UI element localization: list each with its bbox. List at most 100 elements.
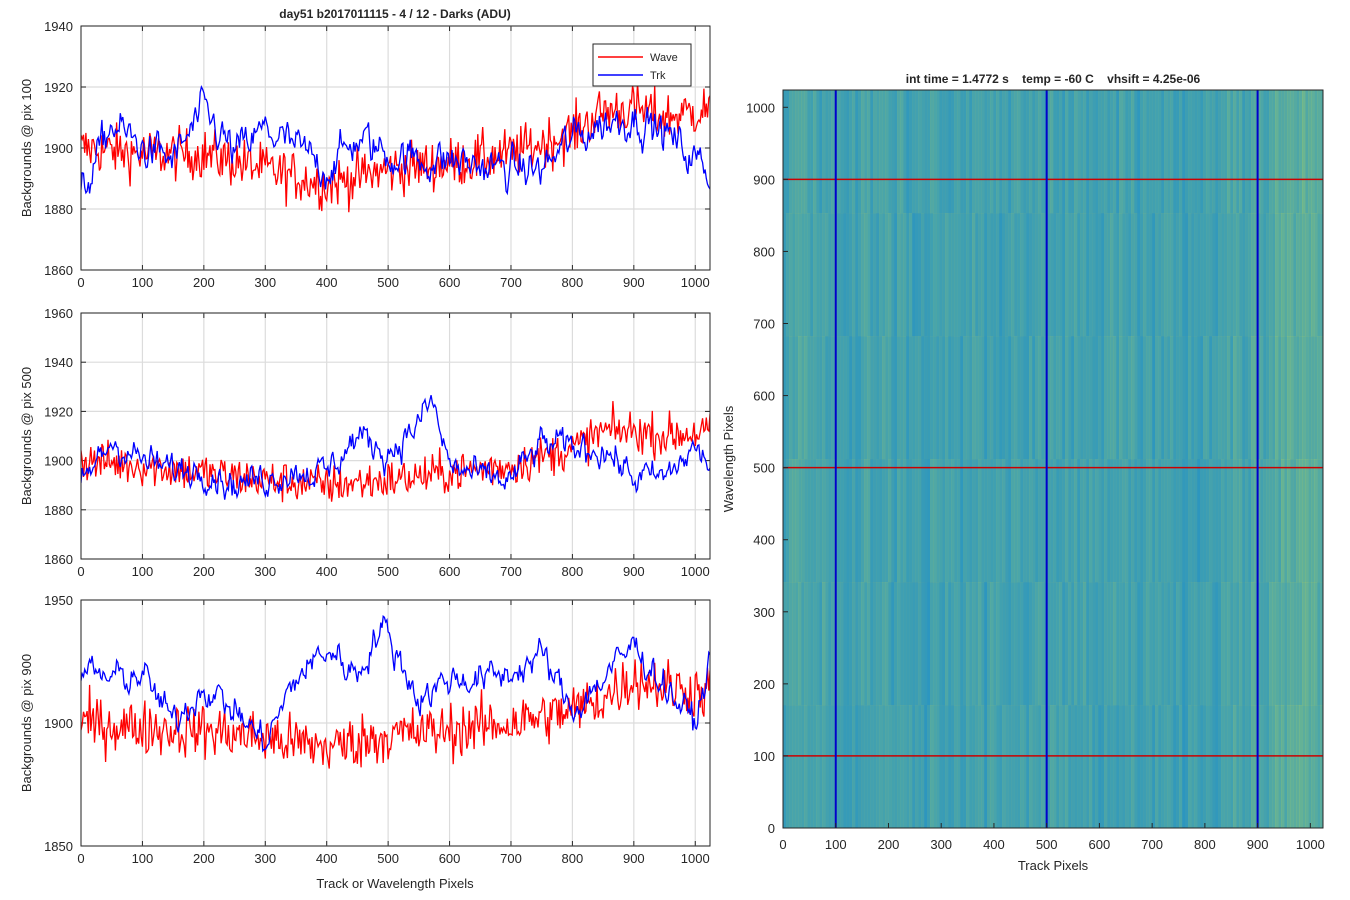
heatmap-cell — [1014, 705, 1018, 829]
heatmap-cell — [798, 705, 802, 829]
heatmap-cell — [1008, 336, 1012, 460]
heatmap-cell — [876, 336, 880, 460]
heatmap-cell — [1074, 336, 1078, 460]
heatmap-cell — [882, 336, 886, 460]
heatmap-cell — [1206, 705, 1210, 829]
heatmap-cell — [1068, 213, 1072, 337]
heatmap-cell — [1170, 90, 1174, 214]
heatmap-y-tick-label: 800 — [753, 244, 775, 259]
heatmap-x-tick-label: 700 — [1141, 837, 1163, 852]
heatmap-cell — [1185, 213, 1189, 337]
heatmap-cell — [984, 459, 988, 583]
heatmap-cell — [807, 213, 811, 337]
heatmap-cell — [1125, 336, 1129, 460]
heatmap-cell — [1212, 336, 1216, 460]
heatmap-cell — [1074, 705, 1078, 829]
heatmap-cell — [870, 336, 874, 460]
heatmap-cell — [918, 213, 922, 337]
heatmap-y-tick-label: 100 — [753, 749, 775, 764]
y-tick-label: 1900 — [44, 716, 73, 731]
heatmap-cell — [831, 336, 835, 460]
heatmap-cell — [1239, 90, 1243, 214]
heatmap-cell — [1161, 336, 1165, 460]
heatmap-cell — [903, 213, 907, 337]
heatmap-cell — [804, 582, 808, 706]
heatmap-x-tick-label: 800 — [1194, 837, 1216, 852]
heatmap-cell — [1248, 90, 1252, 214]
heatmap-cell — [783, 213, 787, 337]
heatmap-cell — [1269, 582, 1273, 706]
heatmap-xtick-labels: 0 100 200 300 400 500 600 700 800 900 1000 — [779, 823, 1325, 852]
heatmap-cell — [843, 582, 847, 706]
heatmap-cell — [1071, 90, 1075, 214]
heatmap-cell — [942, 90, 946, 214]
heatmap-cell — [987, 213, 991, 337]
heatmap-cell — [1137, 459, 1141, 583]
heatmap-cell — [840, 705, 844, 829]
heatmap-cell — [1080, 705, 1084, 829]
heatmap-cell — [1062, 459, 1066, 583]
heatmap-cell — [1143, 213, 1147, 337]
heatmap-cell — [1185, 582, 1189, 706]
heatmap-cell — [1041, 705, 1045, 829]
heatmap-cell — [1146, 90, 1150, 214]
heatmap-cell — [1032, 705, 1036, 829]
heatmap-cell — [1179, 213, 1183, 337]
heatmap-cell — [1017, 705, 1021, 829]
heatmap-cell — [978, 582, 982, 706]
heatmap-cell — [1131, 90, 1135, 214]
heatmap-cell — [906, 213, 910, 337]
heatmap-cell — [1305, 336, 1309, 460]
heatmap-cell — [1317, 213, 1321, 337]
heatmap-cell — [1062, 705, 1066, 829]
heatmap-cell — [801, 336, 805, 460]
heatmap-cell — [1101, 213, 1105, 337]
heatmap-cell — [864, 90, 868, 214]
heatmap-cell — [1254, 582, 1258, 706]
heatmap-cell — [1035, 336, 1039, 460]
heatmap-cell — [1245, 90, 1249, 214]
heatmap-cell — [1251, 90, 1255, 214]
heatmap-cell — [786, 213, 790, 337]
heatmap-cell — [801, 90, 805, 214]
heatmap-cell — [1200, 705, 1204, 829]
heatmap-cell — [816, 336, 820, 460]
heatmap-cell — [906, 459, 910, 583]
heatmap-cell — [1113, 336, 1117, 460]
heatmap-cell — [819, 582, 823, 706]
heatmap-cell — [1020, 336, 1024, 460]
heatmap-cell — [1056, 336, 1060, 460]
heatmap-cell — [897, 336, 901, 460]
heatmap-cell — [1182, 459, 1186, 583]
heatmap-cell — [807, 705, 811, 829]
heatmap-cell — [1206, 213, 1210, 337]
y-tick-label: 1900 — [44, 141, 73, 156]
heatmap-cell — [1197, 705, 1201, 829]
x-tick-label: 300 — [254, 275, 276, 290]
heatmap-cell — [861, 705, 865, 829]
heatmap-cell — [1008, 582, 1012, 706]
heatmap-cell — [852, 582, 856, 706]
heatmap-cell — [972, 90, 976, 214]
heatmap-cell — [1263, 336, 1267, 460]
heatmap-cell — [1245, 213, 1249, 337]
heatmap-cell — [1287, 705, 1291, 829]
heatmap-cell — [939, 705, 943, 829]
heatmap-cell — [852, 213, 856, 337]
heatmap-cell — [1047, 459, 1051, 583]
heatmap-cell — [1053, 213, 1057, 337]
heatmap-cell — [882, 90, 886, 214]
heatmap-cell — [1032, 336, 1036, 460]
heatmap-cell — [801, 459, 805, 583]
heatmap-cell — [999, 459, 1003, 583]
heatmap-cell — [789, 459, 793, 583]
heatmap-cell — [1014, 582, 1018, 706]
heatmap-cell — [1080, 336, 1084, 460]
heatmap-cell — [1281, 459, 1285, 583]
heatmap-cell — [1176, 705, 1180, 829]
heatmap-cell — [1308, 582, 1312, 706]
heatmap-cell — [1059, 582, 1063, 706]
heatmap-cell — [858, 705, 862, 829]
heatmap-cell — [840, 336, 844, 460]
heatmap-cell — [978, 213, 982, 337]
